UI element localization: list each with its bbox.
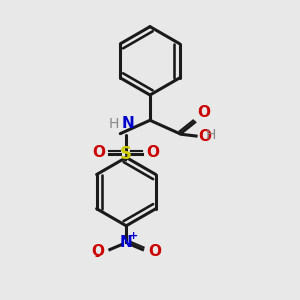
Text: O: O [198,105,211,120]
Text: S: S [120,146,132,164]
Text: O: O [92,145,105,160]
Text: O: O [148,244,161,259]
Text: O: O [91,244,104,259]
Text: -: - [94,250,99,263]
Text: N: N [120,235,133,250]
Text: O: O [146,145,159,160]
Text: H: H [206,128,216,142]
Text: +: + [129,231,138,241]
Text: O: O [198,129,211,144]
Text: H: H [108,117,119,131]
Text: N: N [122,116,134,131]
